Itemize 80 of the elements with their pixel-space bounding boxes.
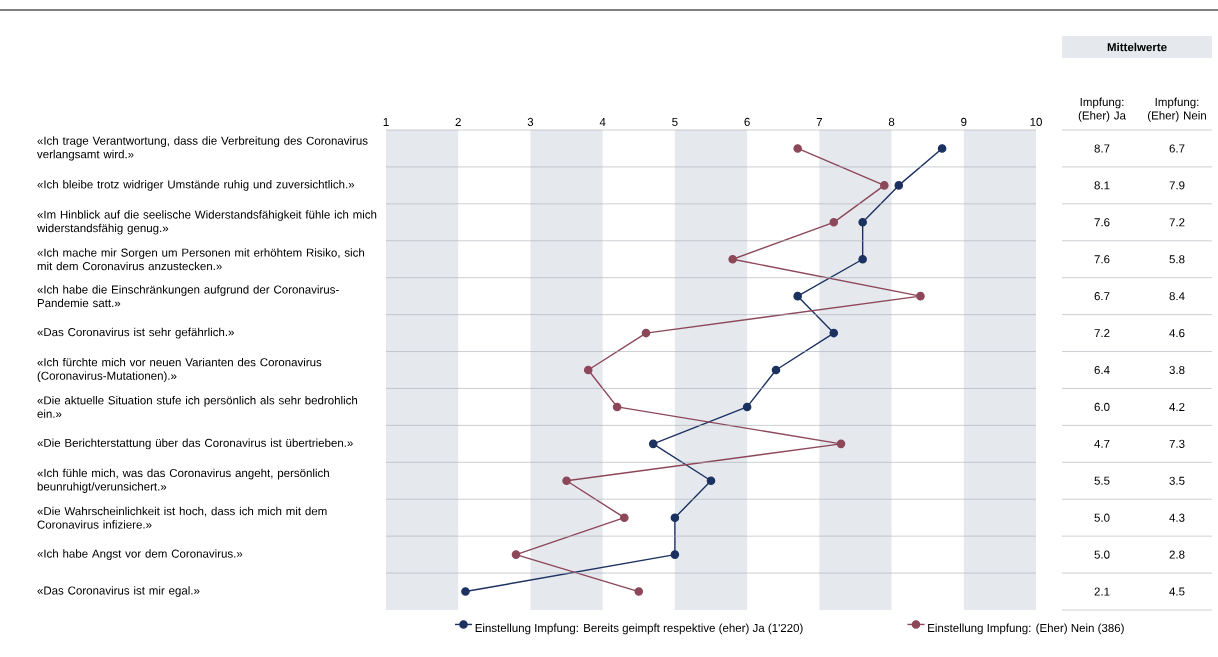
legend-label: Einstellung Impfung: Bereits geimpft respektive (eher) Ja (1'220) [475, 623, 803, 635]
point [620, 513, 629, 522]
legend-label: Einstellung Impfung: (Eher) Nein (386) [928, 623, 1124, 635]
point [562, 476, 571, 486]
point [858, 218, 867, 227]
point [894, 181, 904, 190]
data-label: 5.0 [1094, 550, 1110, 559]
data-label: 4.2 [1169, 402, 1185, 411]
point [880, 181, 889, 190]
y-tick-label: «Ich bleibe trotz widriger Umstände ruhig und zuversichtlich.» [37, 180, 355, 191]
point [706, 476, 716, 486]
y-tick-label: «Ich mache mir Sorgen um Personen mit erhöhtem Risiko, sich mit dem Coronavirus anzustecken.» [37, 248, 365, 271]
point [829, 328, 839, 338]
data-label: 3.8 [1169, 365, 1185, 375]
data-label: 6.7 [1169, 144, 1185, 153]
y-tick-label: «Ich habe Angst vor dem Coronavirus.» [37, 549, 243, 560]
text: Impfung: (Eher) Ja [1078, 97, 1126, 122]
data-label: 7.2 [1169, 218, 1185, 227]
y-tick-label: «Ich trage Verantwortung, dass die Verbreitung des Coronavirus verlangsamt wird.» [37, 136, 368, 161]
data-label: 7.9 [1169, 181, 1185, 190]
point [583, 365, 593, 375]
point [793, 144, 802, 153]
point [511, 550, 521, 559]
y-tick-label: «Ich fürchte mich vor neuen Varianten des Coronavirus (Coronavirus-Mutationen).» [37, 357, 322, 383]
text: Impfung: (Eher) Nein [1148, 97, 1206, 122]
x-tick-label: 7 [816, 118, 822, 126]
data-label: 5.8 [1169, 255, 1185, 264]
x-tick-label: 2 [455, 117, 461, 126]
point [771, 365, 781, 375]
point [461, 587, 470, 596]
point [612, 402, 622, 412]
point [793, 291, 802, 301]
point [648, 439, 658, 449]
data-label: 8.1 [1094, 181, 1110, 190]
y-tick-label: «Die Wahrscheinlichkeit ist hoch, dass ich mich mit dem Coronavirus infiziere.» [37, 506, 327, 529]
point [916, 291, 925, 301]
data-label: 5.5 [1094, 476, 1110, 485]
data-label: 4.7 [1094, 439, 1110, 448]
point [670, 513, 680, 522]
point [670, 550, 680, 559]
data-label: 6.0 [1094, 402, 1110, 411]
x-tick-label: 9 [961, 117, 967, 126]
data-label: 4.3 [1169, 513, 1185, 522]
point [829, 218, 839, 227]
data-label: 8.4 [1169, 292, 1185, 301]
data-label: 7.6 [1094, 218, 1110, 227]
data-label: 4.6 [1169, 329, 1185, 338]
y-tick-label: «Die Berichterstattung über das Coronavirus ist übertrieben.» [37, 438, 353, 450]
x-tick-label: 10 [1030, 117, 1042, 126]
point [742, 402, 752, 412]
x-tick-label: 5 [672, 117, 678, 126]
y-tick-label: «Ich fühle mich, was das Coronavirus angeht, persönlich beunruhigt/verunsichert.» [37, 468, 329, 493]
y-tick-label: «Ich habe die Einschränkungen aufgrund der Coronavirus-Pandemie satt.» [37, 285, 339, 308]
data-label: 6.4 [1094, 365, 1110, 375]
x-tick-label: 1 [383, 118, 389, 126]
data-label: 2.8 [1169, 550, 1185, 559]
y-tick-label: «Das Coronavirus ist sehr gefährlich.» [37, 327, 234, 339]
x-tick-label: 4 [599, 118, 606, 126]
data-label: 7.6 [1094, 255, 1110, 264]
data-label: 6.7 [1094, 292, 1110, 301]
x-tick-label: 3 [527, 117, 534, 126]
data-label: 4.5 [1169, 587, 1185, 596]
data-label: 3.5 [1169, 476, 1185, 485]
data-label: 7.3 [1169, 439, 1185, 448]
point [634, 587, 644, 596]
data-label: 7.2 [1094, 329, 1110, 338]
y-tick-label: «Die aktuelle Situation stufe ich persönlich als sehr bedrohlich ein.» [37, 395, 358, 418]
y-tick-label: «Das Coronavirus ist mir egal.» [37, 586, 200, 597]
point [937, 144, 947, 153]
data-label: 2.1 [1094, 587, 1110, 596]
text: Mittelwerte [1107, 42, 1167, 52]
x-tick-label: 8 [888, 117, 895, 126]
x-tick-label: 6 [744, 117, 750, 126]
point [836, 439, 846, 449]
data-label: 5.0 [1094, 513, 1110, 522]
point [641, 328, 651, 338]
y-tick-label: «Im Hinblick auf die seelische Widerstandsfähigkeit fühle ich mich widerstandsfähig genug.» [36, 210, 377, 235]
point [728, 254, 737, 264]
data-label: 8.7 [1094, 144, 1110, 153]
point [858, 254, 867, 264]
